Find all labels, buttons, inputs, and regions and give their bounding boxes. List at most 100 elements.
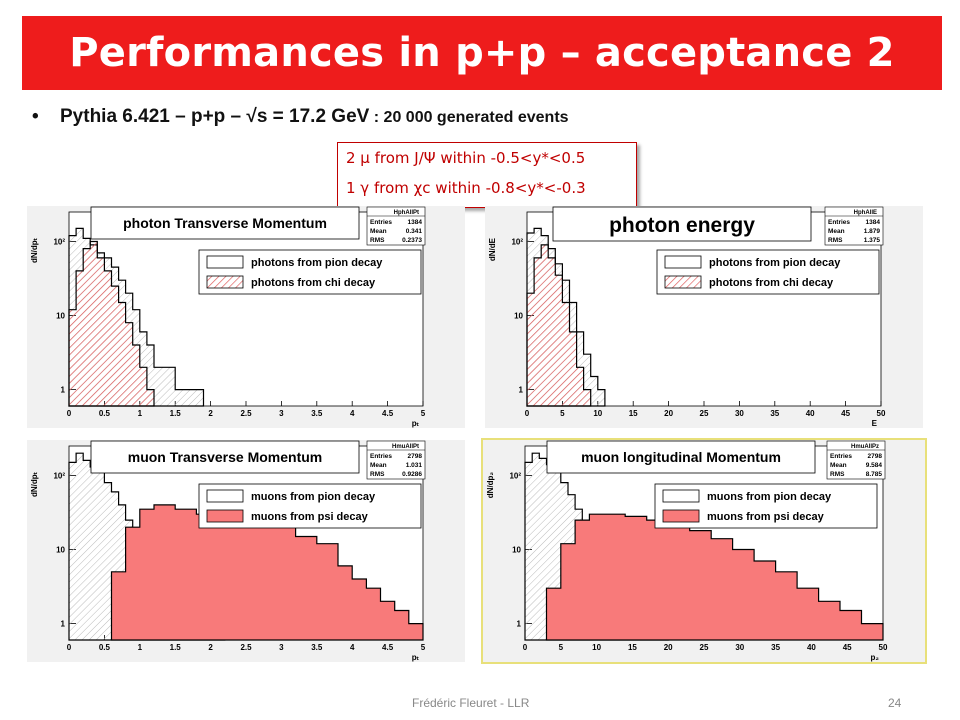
x-tick-label: 0.5: [99, 409, 111, 418]
y-tick-label: 10²: [509, 471, 521, 480]
legend-label: muons from pion decay: [707, 491, 832, 503]
x-tick-label: 1.5: [170, 409, 182, 418]
x-tick-label: 5: [559, 643, 564, 652]
legend-swatch: [662, 489, 700, 503]
selection-note-box: 2 μ from J/Ψ within -0.5<y*<0.5 1 γ from…: [337, 142, 637, 208]
stats-key: Mean: [830, 462, 847, 469]
title-box: [546, 440, 816, 474]
x-tick-label: 35: [770, 409, 779, 418]
legend-label: photons from chi decay: [709, 277, 834, 289]
x-tick-label: 15: [628, 643, 637, 652]
stats-key: Entries: [370, 219, 392, 226]
y-tick-label: 10: [56, 312, 65, 321]
x-tick-label: 3.5: [311, 643, 323, 652]
x-tick-label: 15: [629, 409, 638, 418]
chart-title: photon energy: [609, 214, 755, 237]
bullet-main: Pythia 6.421 – p+p – √s = 17.2 GeV: [60, 106, 370, 127]
legend-label: photons from chi decay: [251, 277, 376, 289]
y-tick-label: 10²: [53, 237, 65, 246]
y-tick-label: 10²: [511, 237, 523, 246]
legend-label: muons from psi decay: [707, 511, 825, 523]
x-tick-label: 5: [421, 409, 426, 418]
stats-value: 2798: [408, 453, 423, 460]
x-tick-label: 0.5: [99, 643, 111, 652]
x-tick-label: 50: [877, 409, 886, 418]
x-tick-label: 45: [843, 643, 852, 652]
chart-title: muon longitudinal Momentum: [581, 449, 781, 465]
note-line-2: 1 γ from χc within -0.8<y*<-0.3: [346, 179, 586, 197]
stats-box: [824, 206, 884, 246]
stats-box: [366, 440, 426, 480]
y-tick-label: 1: [517, 620, 522, 629]
plot-photon-energy-svg: 0 5 10 15 20 25 30 35 40 45 50 1 10 10² EdN/dE photon e…: [488, 206, 886, 428]
y-tick-label: 10: [56, 546, 65, 555]
stats-key: Entries: [830, 453, 852, 460]
legend-swatch: [664, 255, 702, 269]
plot-muon-pt: 0 0.5 1 1.5 2 2.5 3 3.5 4 4.5 5 1 10 10² pₜ dN/dpₜ muon …: [27, 440, 465, 662]
stats-box: [826, 440, 886, 480]
stats-box: [366, 206, 426, 246]
y-tick-label: 10²: [53, 471, 65, 480]
stats-value: 9.584: [866, 462, 883, 469]
x-axis-label: pₜ: [412, 419, 420, 428]
y-tick-label: 10: [512, 546, 521, 555]
bullet-dot-icon: •: [32, 106, 39, 127]
stats-key: RMS: [830, 471, 845, 478]
x-tick-label: 1: [138, 643, 143, 652]
series-area-signal: [526, 244, 592, 407]
stats-key: Entries: [828, 219, 850, 226]
plot-muon-pt-svg: 0 0.5 1 1.5 2 2.5 3 3.5 4 4.5 5 1 10 10² pₜ dN/dpₜ muon …: [30, 440, 426, 662]
plot-muon-pz: 0 5 10 15 20 25 30 35 40 45 50 1 10 10² p₂ dN/dp₂ muon l…: [481, 438, 927, 664]
stats-name: HphAllE: [854, 210, 877, 216]
x-tick-label: 50: [879, 643, 888, 652]
x-tick-label: 5: [560, 409, 565, 418]
stats-value: 0.2373: [402, 237, 422, 244]
stats-key: RMS: [370, 237, 385, 244]
x-tick-label: 40: [807, 643, 816, 652]
series-area-signal: [545, 513, 884, 641]
x-tick-label: 45: [841, 409, 850, 418]
legend-swatch: [206, 255, 244, 269]
x-tick-label: 20: [664, 409, 673, 418]
legend-swatch: [664, 275, 702, 289]
x-axis-label: pₜ: [412, 653, 420, 662]
plot-photon-pt-svg: 0 0.5 1 1.5 2 2.5 3 3.5 4 4.5 5 1 10 10² pₜ dN/dpₜ photo…: [30, 206, 426, 428]
legend-swatch: [206, 275, 244, 289]
x-tick-label: 25: [700, 409, 709, 418]
title-box: [552, 206, 812, 242]
y-axis-label: dN/dpₜ: [30, 237, 39, 263]
x-tick-label: 35: [771, 643, 780, 652]
y-axis-label: dN/dp₂: [486, 472, 495, 499]
x-tick-label: 4: [350, 409, 355, 418]
x-tick-label: 0: [67, 409, 72, 418]
title-box: [90, 206, 360, 240]
legend-label: photons from pion decay: [251, 257, 383, 269]
x-tick-label: 0: [523, 643, 528, 652]
title-box: [90, 440, 360, 474]
bullet-line: • Pythia 6.421 – p+p – √s = 17.2 GeV : 20…: [32, 106, 569, 128]
x-tick-label: 4: [350, 643, 355, 652]
legend-swatch: [206, 509, 244, 523]
stats-key: RMS: [828, 237, 843, 244]
chart-title: muon Transverse Momentum: [128, 449, 323, 465]
stats-value: 1.879: [864, 228, 881, 235]
y-tick-label: 1: [519, 386, 524, 395]
note-line-1: 2 μ from J/Ψ within -0.5<y*<0.5: [346, 149, 586, 167]
x-tick-label: 3.5: [311, 409, 323, 418]
stats-value: 8.785: [866, 471, 883, 478]
x-tick-label: 25: [700, 643, 709, 652]
legend-label: photons from pion decay: [709, 257, 841, 269]
legend-swatch: [206, 489, 244, 503]
x-tick-label: 1.5: [170, 643, 182, 652]
x-tick-label: 10: [593, 409, 602, 418]
series-area-signal: [68, 240, 155, 407]
stats-value: 0.9286: [402, 471, 422, 478]
legend-swatch: [662, 509, 700, 523]
plot-muon-pz-svg: 0 5 10 15 20 25 30 35 40 45 50 1 10 10² p₂ dN/dp₂ muon l…: [486, 440, 888, 662]
stats-key: Mean: [370, 228, 387, 235]
x-tick-label: 2: [208, 409, 213, 418]
x-tick-label: 4.5: [382, 409, 394, 418]
stats-key: Mean: [370, 462, 387, 469]
x-tick-label: 5: [421, 643, 426, 652]
